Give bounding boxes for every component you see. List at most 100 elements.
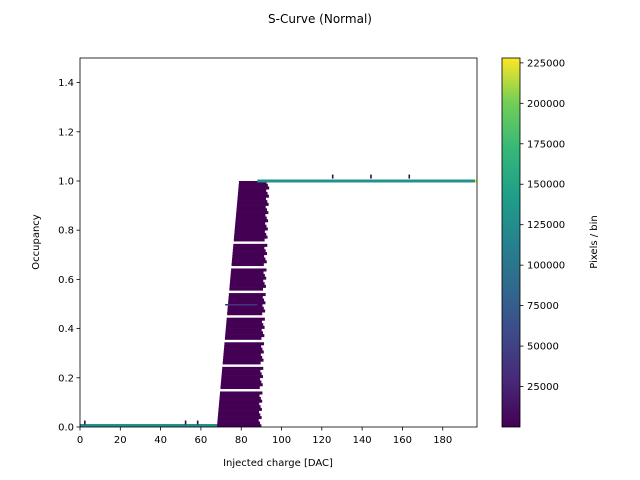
transition-row — [229, 282, 265, 286]
transition-row — [232, 257, 266, 261]
y-tick-label: 0.4 — [58, 324, 74, 335]
colorbar-ticks: 25000 50000 75000 100000 125000 150000 175000 2… — [520, 58, 565, 393]
transition-row — [217, 418, 259, 422]
transition-row — [238, 186, 270, 190]
sparse-bin — [196, 420, 199, 425]
transition-row — [223, 347, 263, 351]
transition-row — [236, 202, 269, 206]
transition-row — [233, 238, 265, 242]
transition-row — [217, 424, 262, 427]
x-tick-label: 60 — [195, 435, 208, 446]
transition-row — [238, 189, 267, 193]
colorbar-tick-label: 150000 — [527, 180, 565, 191]
transition-row — [224, 342, 265, 346]
transition-row — [218, 413, 261, 417]
transition-row — [225, 328, 262, 332]
plot-frame — [79, 57, 478, 428]
transition-row — [236, 213, 266, 217]
transition-row — [237, 194, 269, 198]
transition-row — [227, 306, 264, 310]
transition-row — [232, 252, 268, 256]
transition-row — [232, 254, 265, 258]
transition-row — [228, 293, 266, 297]
y-tick-label: 1.2 — [58, 127, 74, 138]
transition-row — [234, 232, 267, 236]
colorbar-tick-label: 25000 — [527, 382, 559, 393]
sparse-bin — [408, 174, 411, 179]
transition-row — [227, 304, 263, 308]
transition-row — [235, 222, 266, 226]
transition-row — [228, 301, 266, 305]
transition-row — [229, 284, 266, 288]
x-tick-label: 180 — [433, 435, 452, 446]
transition-row — [237, 197, 266, 201]
x-tick-label: 80 — [235, 435, 248, 446]
high-plateau-end — [474, 179, 477, 183]
colorbar-tick-label: 200000 — [527, 99, 565, 110]
x-tick-label: 100 — [272, 435, 291, 446]
transition-row — [220, 380, 262, 384]
y-tick-label: 0.6 — [58, 275, 74, 286]
transition-row — [222, 358, 264, 362]
transition-row — [227, 312, 263, 316]
transition-row — [233, 246, 265, 250]
transition-row — [222, 366, 264, 370]
transition-row — [230, 271, 264, 275]
y-axis: 0.0 0.2 0.4 0.6 0.8 1.0 1.2 1.4 — [58, 78, 80, 434]
transition-row — [225, 325, 265, 329]
transition-row — [220, 386, 260, 390]
transition-row — [231, 268, 267, 272]
colorbar-tick-label: 125000 — [527, 220, 565, 231]
transition-row — [218, 410, 259, 414]
x-tick-label: 120 — [312, 435, 331, 446]
transition-row — [221, 369, 261, 373]
transition-row — [226, 317, 265, 321]
transition-row — [231, 263, 264, 267]
plot-background — [80, 58, 477, 427]
sparse-bin — [331, 174, 334, 179]
transition-row — [223, 355, 263, 359]
transition-row — [217, 416, 262, 420]
sparse-bin — [184, 420, 187, 425]
plot-area — [79, 57, 478, 428]
transition-row — [231, 260, 267, 264]
y-tick-label: 0.2 — [58, 373, 74, 384]
x-axis-label: Injected charge [DAC] — [223, 458, 333, 469]
colorbar: 25000 50000 75000 100000 125000 150000 175000 2… — [501, 57, 600, 428]
transition-row — [228, 298, 265, 302]
transition-row — [235, 216, 267, 220]
transition-row — [236, 205, 266, 209]
transition-row — [222, 361, 261, 365]
sparse-bin — [370, 174, 372, 179]
colorbar-label: Pixels / bin — [589, 215, 600, 269]
transition-row — [219, 394, 260, 398]
transition-row — [234, 230, 265, 234]
transition-row — [236, 211, 269, 215]
transition-row — [223, 353, 261, 357]
transition-row — [237, 191, 268, 195]
transition-row — [219, 399, 263, 403]
x-tick-label: 40 — [154, 435, 167, 446]
transition-row — [219, 402, 260, 406]
colorbar-tick-label: 50000 — [527, 342, 559, 353]
transition-row — [226, 320, 262, 324]
transition-row — [230, 273, 265, 277]
transition-row — [218, 407, 262, 411]
transition-row — [218, 405, 261, 409]
transition-row — [226, 323, 264, 327]
transition-row — [234, 235, 268, 239]
transition-row — [228, 295, 263, 299]
transition-row — [237, 200, 268, 204]
transition-row — [225, 334, 265, 338]
transition-row — [219, 391, 263, 395]
transition-row — [235, 219, 269, 223]
transition-row — [217, 421, 261, 425]
chart-title: S-Curve (Normal) — [268, 12, 372, 26]
y-tick-label: 0.0 — [58, 423, 74, 434]
x-tick-label: 0 — [77, 435, 83, 446]
transition-row — [225, 331, 264, 335]
transition-row — [227, 309, 266, 313]
transition-row — [224, 345, 262, 349]
transition-row — [221, 375, 263, 379]
